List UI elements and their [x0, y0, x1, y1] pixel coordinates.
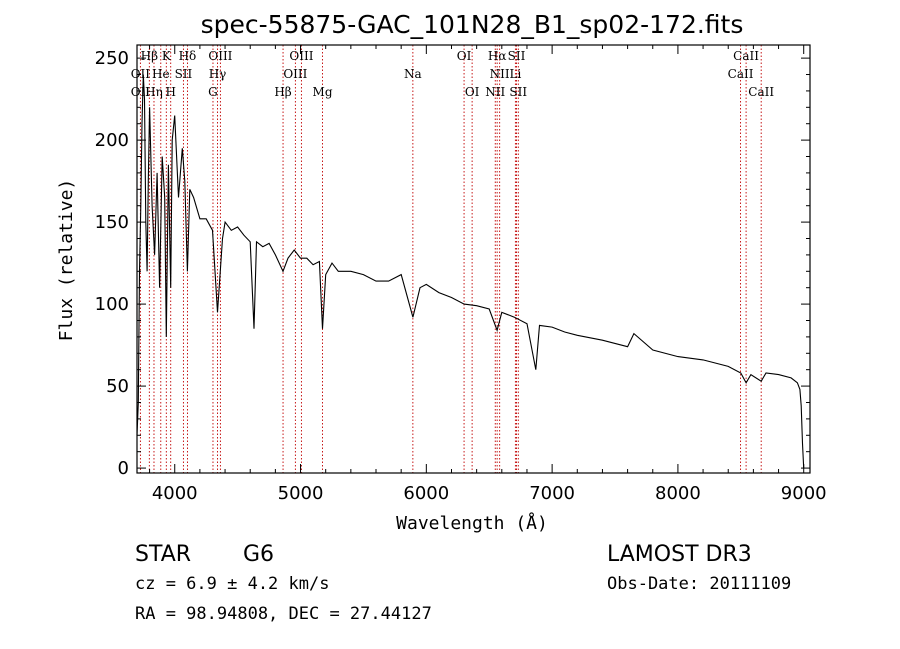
spectral-line-markers [139, 45, 762, 473]
spectral-line-label: Li [509, 67, 521, 81]
x-tick-label: 5000 [278, 483, 324, 504]
x-axis-label: Wavelength (Å) [396, 512, 548, 534]
spectral-line-label: SII [175, 67, 193, 81]
redshift-velocity: cz = 6.9 ± 4.2 km/s [135, 574, 329, 594]
sky-coordinates: RA = 98.94808, DEC = 27.44127 [135, 604, 432, 624]
plot-frame [136, 44, 811, 474]
spectral-line-label: Hη [145, 85, 163, 99]
spectral-line-label: SII [509, 85, 527, 99]
object-subclass: G6 [243, 542, 274, 567]
x-tick-label: 6000 [403, 483, 449, 504]
y-axis-ticks: 0 50 100 150 200 250 [95, 48, 810, 479]
spectral-line-label: Hγ [209, 67, 227, 81]
spectral-line-label: OII [131, 67, 151, 81]
y-tick-label: 100 [95, 294, 129, 315]
spectral-line-label: Hβ [274, 85, 291, 99]
y-tick-label: 150 [95, 212, 129, 233]
spectral-line-label: OI [457, 49, 472, 63]
spectral-line-label: OIII [289, 49, 313, 63]
spectral-line-label: OI [465, 85, 480, 99]
spectral-line-label: OIII [283, 67, 307, 81]
x-tick-label: 8000 [655, 483, 701, 504]
spectral-line-label: NII [490, 67, 510, 81]
spectral-line-label: He [152, 67, 170, 81]
y-axis-label: Flux (relative) [56, 179, 77, 342]
x-tick-label: 4000 [152, 483, 198, 504]
spectral-line-label: G [208, 85, 218, 99]
y-tick-label: 0 [118, 458, 129, 479]
y-tick-label: 250 [95, 48, 129, 69]
spectral-line-label: Mg [313, 85, 333, 99]
x-tick-label: 9000 [781, 483, 827, 504]
spectral-line-label: NII [485, 85, 505, 99]
spectral-line-label: Na [404, 67, 422, 81]
spectral-line-label: CaII [733, 49, 759, 63]
chart-title: spec-55875-GAC_101N28_B1_sp02-172.fits [201, 10, 744, 39]
spectral-line-label: Hδ [179, 49, 197, 63]
spectral-line-label: OIII [208, 49, 232, 63]
spectral-line-label: Hβ [141, 49, 158, 63]
y-tick-label: 50 [106, 376, 129, 397]
spectral-line-label: SII [508, 49, 526, 63]
spectral-line-label: H [165, 85, 175, 99]
spectral-line-label: Hα [488, 49, 507, 63]
y-tick-label: 200 [95, 130, 129, 151]
survey-name: LAMOST DR3 [607, 542, 752, 567]
object-class: STAR [135, 542, 191, 567]
x-axis-ticks: 4000 5000 6000 7000 8000 9000 [149, 45, 827, 504]
observation-date: Obs-Date: 20111109 [607, 574, 791, 594]
spectral-line-label: CaII [728, 67, 754, 81]
spectral-line-label: CaII [748, 85, 774, 99]
spectral-line-label: K [162, 49, 172, 63]
spectrum-series-line [136, 74, 805, 469]
x-tick-label: 7000 [529, 483, 575, 504]
spectral-line-label: OII [131, 85, 151, 99]
